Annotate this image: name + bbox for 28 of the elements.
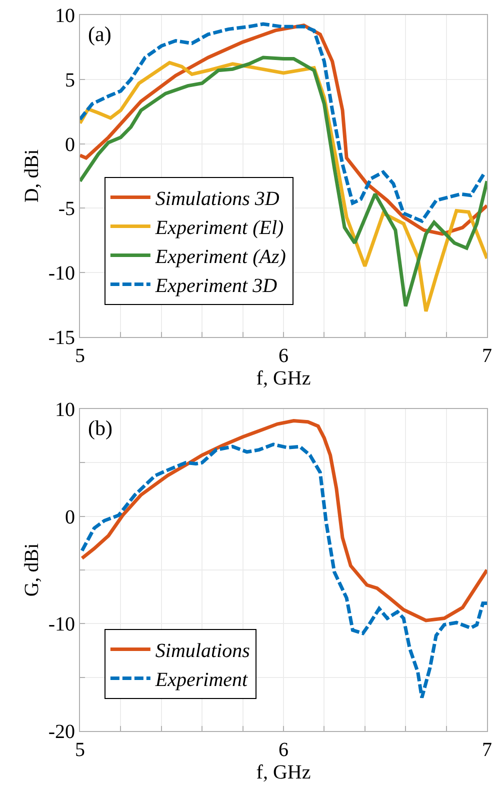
line-series — [80, 419, 487, 622]
y-tick-label: 0 — [65, 134, 75, 156]
y-tick-label: -10 — [48, 262, 75, 285]
legend-label: Experiment — [154, 669, 248, 692]
legend-label: Experiment (El) — [154, 217, 284, 240]
x-tick-label: 6 — [278, 345, 288, 367]
legend-label: Simulations — [155, 640, 250, 662]
y-tick-label: -15 — [48, 327, 75, 349]
legend-label: Experiment (Az) — [154, 246, 286, 268]
x-tick-label: 6 — [278, 739, 288, 761]
y-axis-title: G, dBi — [20, 542, 43, 597]
y-tick-label: -10 — [48, 614, 75, 636]
y-tick-label: -5 — [58, 198, 75, 220]
x-axis-title: f, GHz — [256, 762, 311, 784]
y-axis-title: D, dBi — [20, 148, 43, 203]
y-tick-label: 10 — [55, 5, 75, 27]
y-tick-label: 5 — [65, 69, 75, 92]
y-tick-label: 0 — [65, 506, 75, 528]
x-tick-label: 7 — [482, 345, 492, 367]
line-series — [80, 442, 487, 700]
chart-title: (a) — [88, 22, 112, 46]
legend-label: Experiment 3D — [154, 275, 278, 298]
x-axis-title: f, GHz — [256, 368, 311, 390]
legend-label: Simulations 3D — [155, 188, 280, 210]
y-tick-label: 10 — [55, 399, 75, 421]
x-tick-label: 7 — [482, 739, 492, 761]
y-tick-label: -20 — [48, 721, 75, 743]
chart-title: (b) — [88, 416, 112, 440]
